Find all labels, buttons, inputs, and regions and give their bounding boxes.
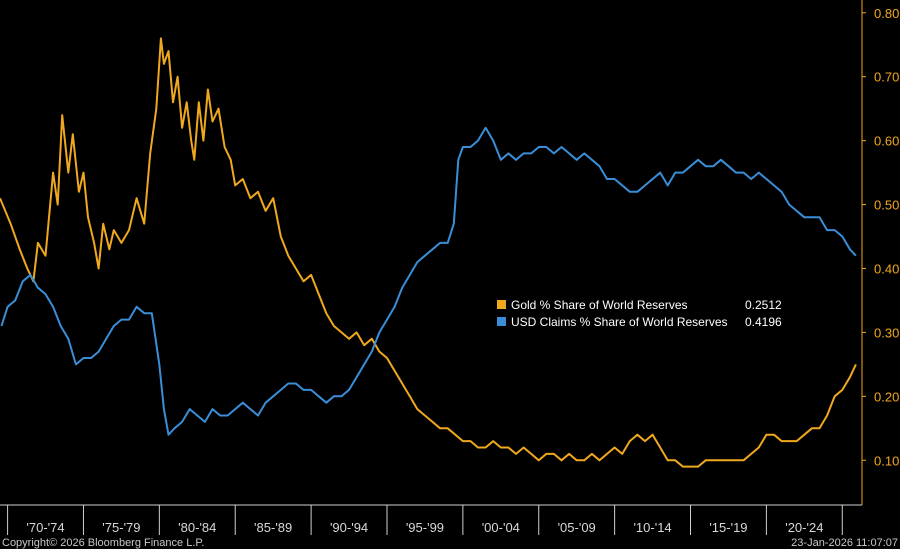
legend-value-gold: 0.2512 (745, 298, 782, 312)
x-tick-label: '00-'04 (482, 520, 520, 535)
legend-value-usd: 0.4196 (745, 315, 782, 329)
y-tick-label: 0.70 (874, 70, 899, 85)
legend-label-gold: Gold % Share of World Reserves (511, 298, 688, 312)
x-tick-label: '95-'99 (406, 520, 444, 535)
x-tick-label: '05-'09 (558, 520, 596, 535)
x-tick-label: '20-'24 (785, 520, 823, 535)
x-axis-ticks: '70-'74 '75-'79 '80-'84 '85-'89 '90-'94 '95-'… (7, 505, 843, 535)
y-tick-label: 0.20 (874, 389, 899, 404)
x-tick-label: '15-'19 (709, 520, 747, 535)
chart-axes (0, 0, 863, 506)
y-tick-label: 0.50 (874, 198, 899, 213)
x-tick-label: '85-'89 (254, 520, 292, 535)
y-tick-label: 0.30 (874, 325, 899, 340)
x-tick-label: '90-'94 (330, 520, 368, 535)
legend-box (487, 291, 789, 335)
y-tick-label: 0.40 (874, 261, 899, 276)
legend-swatch-gold (497, 300, 506, 309)
copyright-text: Copyright© 2026 Bloomberg Finance L.P. (2, 537, 204, 549)
legend: Gold % Share of World Reserves 0.2512 US… (487, 291, 789, 335)
legend-label-usd: USD Claims % Share of World Reserves (511, 315, 728, 329)
y-tick-label: 0.60 (874, 134, 899, 149)
timestamp-text: 23-Jan-2026 11:07:07 (791, 537, 898, 549)
series-lines (0, 37, 857, 468)
y-axis-ticks: 0.10 0.20 0.30 0.40 0.50 0.60 0.70 0.80 (862, 6, 899, 468)
x-tick-label: '80-'84 (178, 520, 216, 535)
y-tick-label: 0.10 (874, 453, 899, 468)
legend-swatch-usd (497, 317, 506, 326)
x-tick-label: '70-'74 (26, 520, 64, 535)
x-tick-label: '10-'14 (633, 520, 671, 535)
x-tick-label: '75-'79 (102, 520, 140, 535)
y-tick-label: 0.80 (874, 6, 899, 21)
series-line-usd (0, 126, 857, 436)
series-line-gold (0, 37, 857, 468)
